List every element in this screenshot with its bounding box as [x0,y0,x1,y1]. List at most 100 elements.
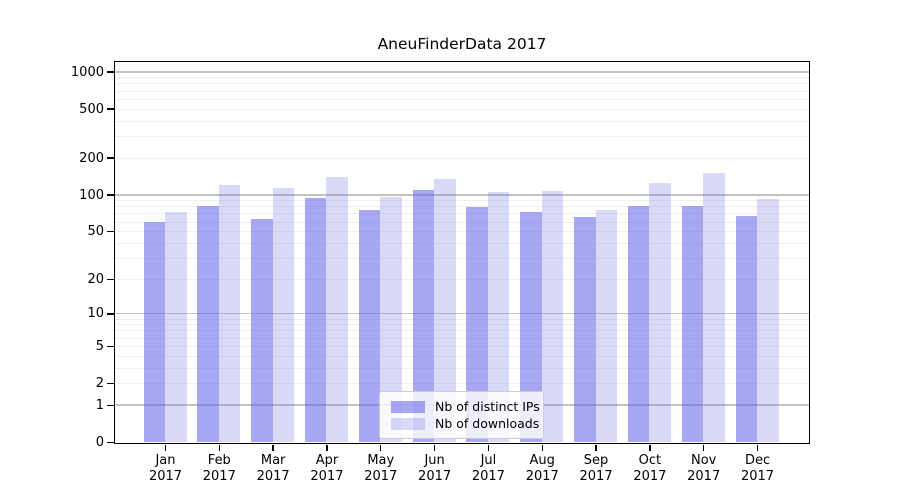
gridline-minor [115,135,809,137]
bar-downloads-jan [165,211,187,442]
bar-distinct-ips-feb [197,205,219,442]
y-tick [107,313,114,315]
bar-distinct-ips-apr [304,198,327,442]
bar-downloads-sep [595,210,618,442]
y-tick-label: 100 [79,187,104,203]
x-tick-month: Mar [260,453,286,468]
gridline-minor [115,200,809,202]
y-tick [107,382,114,385]
x-tick [380,444,382,451]
x-tick-year: 2017 [310,468,344,484]
x-tick-month: Aug [529,453,555,468]
gridline-minor [115,90,809,92]
bar-distinct-ips-oct [627,205,650,442]
y-tick-label: 10 [87,306,104,322]
chart-title: AneuFinderData 2017 [377,35,547,53]
x-tick-year: 2017 [740,468,775,484]
x-tick-month: Sep [583,453,609,468]
bar-downloads-jun [434,179,456,442]
x-tick-month: May [367,453,395,468]
x-tick-label: May 2017 [351,453,411,484]
legend-swatch-distinct-ips [391,400,425,413]
x-tick [649,444,651,451]
bar-downloads-aug [541,191,564,442]
x-tick-label: Jun 2017 [405,453,465,484]
y-tick [107,194,114,196]
x-tick [272,444,274,451]
y-tick [107,278,114,280]
gridline-minor [115,337,809,339]
gridline-minor [115,120,809,122]
y-tick [107,404,114,407]
x-tick-label: Sep 2017 [566,453,626,484]
bar-downloads-jul [487,192,510,442]
x-tick [218,444,220,451]
bar-distinct-ips-jul [466,207,488,442]
x-tick-year: 2017 [256,468,290,484]
x-tick [164,444,167,451]
x-tick [487,444,490,451]
x-tick-month: Oct [638,453,662,468]
gridline-minor [115,206,809,208]
y-tick [107,441,114,444]
gridline-minor [115,318,809,320]
bar-downloads-mar [272,188,295,442]
x-tick-year: 2017 [633,468,667,484]
gridline-minor [115,330,809,332]
x-tick-label: Jul 2017 [458,453,518,484]
y-tick [107,108,114,110]
x-tick-label: Jan 2017 [136,453,196,484]
gridline-minor [115,231,809,233]
x-tick-label: Dec 2017 [728,453,788,484]
gridline-minor [115,221,809,223]
x-tick-label: Apr 2017 [297,453,357,484]
gridline-minor [115,98,809,100]
gridline-minor [115,345,809,347]
bar-distinct-ips-jan [143,221,165,442]
gridline-minor [115,367,809,369]
y-tick-label: 0 [95,435,104,450]
bar-downloads-nov [703,173,725,442]
gridline-minor [115,108,809,110]
x-tick-label: Aug 2017 [512,453,572,484]
x-tick-year: 2017 [202,468,236,484]
x-tick [595,444,597,451]
x-tick [326,444,328,451]
y-tick-label: 5 [95,338,104,354]
y-tick [107,230,114,233]
bar-distinct-ips-jun [412,190,435,442]
x-tick-label: Nov 2017 [674,453,734,484]
legend-item-downloads: Nb of downloads [391,415,539,432]
y-tick-label: 50 [87,224,104,240]
y-tick-label: 20 [87,271,104,287]
x-tick-month: Jul [480,453,497,468]
bar-downloads-apr [326,176,348,442]
x-tick [433,444,436,451]
bar-distinct-ips-nov [681,205,704,442]
x-tick-year: 2017 [418,468,452,484]
gridline-major [115,194,809,196]
y-tick [107,345,114,348]
x-tick-month: Feb [207,453,231,468]
gridline-minor [115,257,809,259]
legend-label-downloads: Nb of downloads [435,416,540,431]
x-tick-year: 2017 [525,468,559,484]
bar-downloads-oct [649,183,671,442]
x-tick-month: Nov [691,453,717,468]
bar-downloads-feb [218,184,241,442]
plot-area [114,61,810,444]
x-tick-year: 2017 [148,468,183,484]
x-tick-label: Feb 2017 [189,453,249,484]
gridline-minor [115,242,809,244]
gridline-minor [115,278,809,280]
x-tick-year: 2017 [687,468,721,484]
x-tick-year: 2017 [579,468,613,484]
x-tick [541,444,543,451]
x-tick-year: 2017 [471,468,505,484]
gridline-minor [115,213,809,215]
y-tick-label: 200 [79,150,104,166]
gridline-minor [115,77,809,79]
legend-item-distinct-ips: Nb of distinct IPs [391,398,540,415]
bar-distinct-ips-mar [251,218,273,442]
